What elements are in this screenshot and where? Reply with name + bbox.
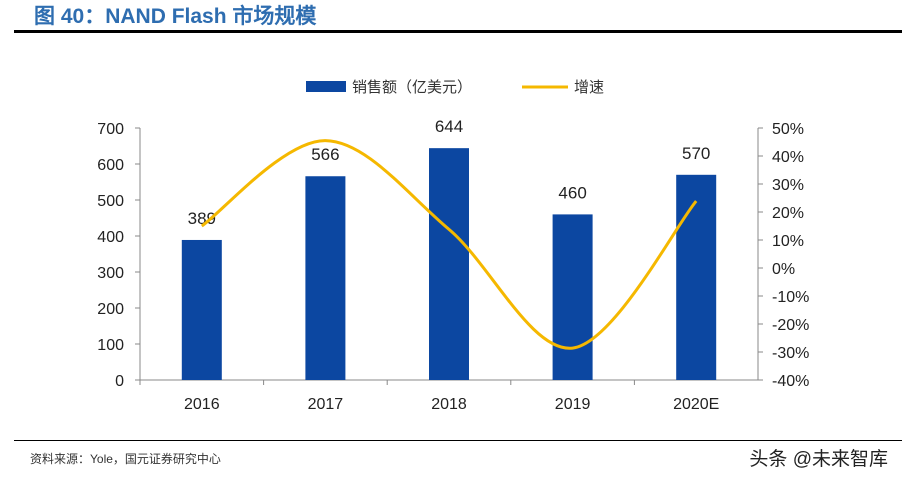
left-tick-label: 700 bbox=[97, 121, 124, 138]
right-tick-label: 10% bbox=[772, 233, 804, 250]
right-tick-label: -20% bbox=[772, 317, 809, 334]
right-tick-label: 30% bbox=[772, 177, 804, 194]
legend-label-growth: 增速 bbox=[574, 79, 604, 96]
right-tick-label: 20% bbox=[772, 205, 804, 222]
footer-divider bbox=[14, 440, 902, 441]
left-tick-label: 600 bbox=[97, 157, 124, 174]
x-tick-label: 2018 bbox=[431, 396, 467, 413]
left-tick-label: 200 bbox=[97, 301, 124, 318]
bar-2019 bbox=[552, 214, 593, 380]
bar-2018 bbox=[429, 148, 469, 380]
left-tick-label: 100 bbox=[97, 337, 124, 354]
left-tick-label: 300 bbox=[97, 265, 124, 282]
x-tick-label: 2016 bbox=[184, 396, 220, 413]
bar-data-label: 644 bbox=[435, 117, 463, 136]
bar-2016 bbox=[181, 239, 222, 380]
right-tick-label: 50% bbox=[772, 121, 804, 138]
bar-data-label: 566 bbox=[311, 145, 339, 164]
title-divider bbox=[14, 30, 902, 33]
right-tick-label: -30% bbox=[772, 345, 809, 362]
right-tick-label: -10% bbox=[772, 289, 809, 306]
source-note: 资料来源：Yole，国元证券研究中心 bbox=[30, 452, 221, 466]
left-tick-label: 0 bbox=[115, 373, 124, 390]
bar-data-label: 460 bbox=[558, 183, 586, 202]
legend-swatch-sales bbox=[306, 81, 346, 92]
figure-title: 图 40：NAND Flash 市场规模 bbox=[34, 5, 317, 28]
x-tick-label: 2017 bbox=[308, 396, 344, 413]
right-tick-label: -40% bbox=[772, 373, 809, 390]
left-tick-label: 400 bbox=[97, 229, 124, 246]
bar-2020E bbox=[676, 174, 717, 380]
x-tick-label: 2019 bbox=[555, 396, 591, 413]
bar-2017 bbox=[305, 176, 346, 380]
bar-data-label: 570 bbox=[682, 144, 710, 163]
growth-line bbox=[200, 139, 698, 350]
left-tick-label: 500 bbox=[97, 193, 124, 210]
bar-data-label: 389 bbox=[188, 209, 216, 228]
right-tick-label: 0% bbox=[772, 261, 795, 278]
watermark: 头条 @未来智库 bbox=[749, 449, 888, 470]
right-tick-label: 40% bbox=[772, 149, 804, 166]
legend-label-sales: 销售额（亿美元） bbox=[352, 79, 472, 96]
x-tick-label: 2020E bbox=[673, 396, 719, 413]
